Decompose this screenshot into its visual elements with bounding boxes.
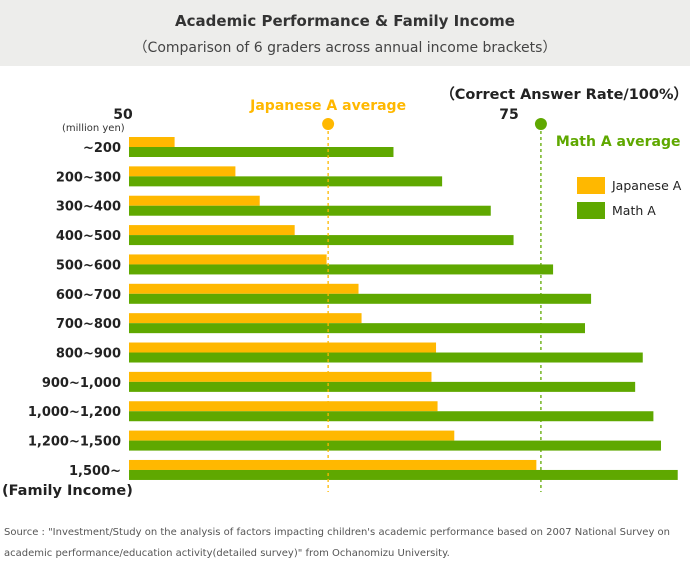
y-unit-label: (million yen) — [62, 123, 125, 134]
japanese-average-marker — [322, 118, 335, 130]
x-axis-label: （Correct Answer Rate/100%） — [440, 85, 688, 103]
bar-math-a — [129, 147, 394, 157]
category-label: 1,200~1,500 — [28, 435, 121, 450]
bar-math-a — [129, 352, 643, 363]
bar-math-a — [129, 411, 654, 422]
bar-japanese-a — [129, 137, 175, 147]
bar-japanese-a — [129, 342, 437, 353]
japanese-average-label: Japanese A average — [249, 98, 406, 114]
bar-math-a — [129, 293, 592, 304]
category-label: 600~700 — [56, 288, 121, 303]
category-label: 1,000~1,200 — [28, 405, 121, 420]
chart-title: Academic Performance & Family Income — [175, 12, 515, 30]
x-tick-label: 50 — [113, 107, 133, 123]
chart-subtitle: （Comparison of 6 graders across annual i… — [133, 40, 557, 56]
category-label: 300~400 — [56, 200, 121, 215]
bar-chart: 50 75 （Correct Answer Rate/100%） (million y… — [2, 85, 688, 499]
bar-japanese-a — [129, 430, 455, 441]
legend-swatch-japanese-a — [577, 177, 605, 194]
bar-math-a — [129, 381, 636, 392]
bar-math-a — [129, 235, 514, 246]
category-label: 800~900 — [56, 347, 121, 362]
legend-label-math-a: Math A — [612, 203, 656, 218]
bar-japanese-a — [129, 313, 362, 324]
bar-math-a — [129, 205, 491, 216]
category-label: 200~300 — [56, 170, 121, 185]
legend-label-japanese-a: Japanese A — [611, 178, 682, 193]
bar-math-a — [129, 264, 554, 275]
bar-math-a — [129, 323, 585, 334]
bar-japanese-a — [129, 459, 537, 470]
category-label: 1,500~ — [69, 464, 121, 479]
bar-japanese-a — [129, 283, 359, 294]
bar-japanese-a — [129, 371, 432, 382]
bar-math-a — [129, 469, 678, 480]
bar-math-a — [129, 440, 661, 451]
source-note: Source : "Investment/Study on the analys… — [4, 527, 671, 559]
legend-swatch-math-a — [577, 202, 605, 219]
math-average-label: Math A average — [556, 134, 681, 150]
category-label: 400~500 — [56, 229, 121, 244]
category-label: ~200 — [83, 141, 121, 156]
bar-japanese-a — [129, 225, 295, 236]
y-axis-label: (Family Income) — [2, 483, 133, 499]
bar-japanese-a — [129, 166, 236, 177]
bar-math-a — [129, 176, 443, 187]
math-average-marker — [534, 118, 547, 130]
chart-header: Academic Performance & Family Income （Co… — [0, 0, 690, 66]
category-label: 700~800 — [56, 317, 121, 332]
category-label: 500~600 — [56, 258, 121, 273]
bar-japanese-a — [129, 195, 260, 206]
bar-japanese-a — [129, 254, 327, 265]
category-label: 900~1,000 — [42, 376, 121, 391]
bar-japanese-a — [129, 401, 438, 412]
x-tick-label: 75 — [499, 107, 518, 123]
